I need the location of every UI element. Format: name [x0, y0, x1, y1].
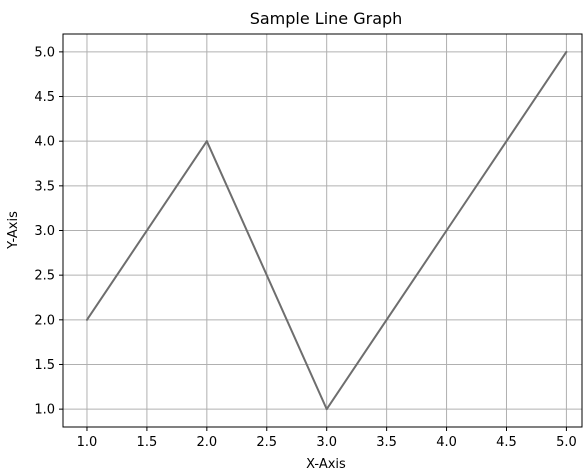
x-tick-label: 4.5 [496, 435, 517, 450]
data-point [445, 229, 448, 232]
axis-ticks: 1.0 1.5 2.0 2.5 3.0 3.5 4.0 4.5 5.0 1.0 1.5 2.0 2.5 3… [34, 45, 576, 450]
y-tick-label: 4.5 [34, 90, 55, 105]
x-tick-label: 3.0 [316, 435, 337, 450]
y-tick-label: 1.5 [34, 358, 55, 373]
data-point [565, 50, 568, 53]
data-point [205, 140, 208, 143]
y-axis-label: Y-Axis [6, 211, 21, 250]
y-tick-label: 3.0 [34, 224, 55, 239]
y-tick-label: 2.0 [34, 313, 55, 328]
data-point [85, 318, 88, 321]
y-tick-label: 2.5 [34, 269, 55, 284]
y-tick-label: 3.5 [34, 179, 55, 194]
x-tick-label: 2.0 [196, 435, 217, 450]
data-point [325, 408, 328, 411]
y-tick-label: 4.0 [34, 135, 55, 150]
y-tick-label: 5.0 [34, 45, 55, 60]
grid [63, 34, 582, 427]
x-tick-label: 1.5 [137, 435, 158, 450]
x-tick-label: 3.5 [376, 435, 397, 450]
chart-title: Sample Line Graph [250, 9, 403, 28]
series-layer [85, 50, 568, 411]
x-tick-label: 1.0 [77, 435, 98, 450]
x-tick-label: 5.0 [556, 435, 577, 450]
y-tick-label: 1.0 [34, 403, 55, 418]
x-tick-label: 2.5 [256, 435, 277, 450]
x-axis-label: X-Axis [306, 457, 346, 471]
x-tick-label: 4.0 [436, 435, 457, 450]
